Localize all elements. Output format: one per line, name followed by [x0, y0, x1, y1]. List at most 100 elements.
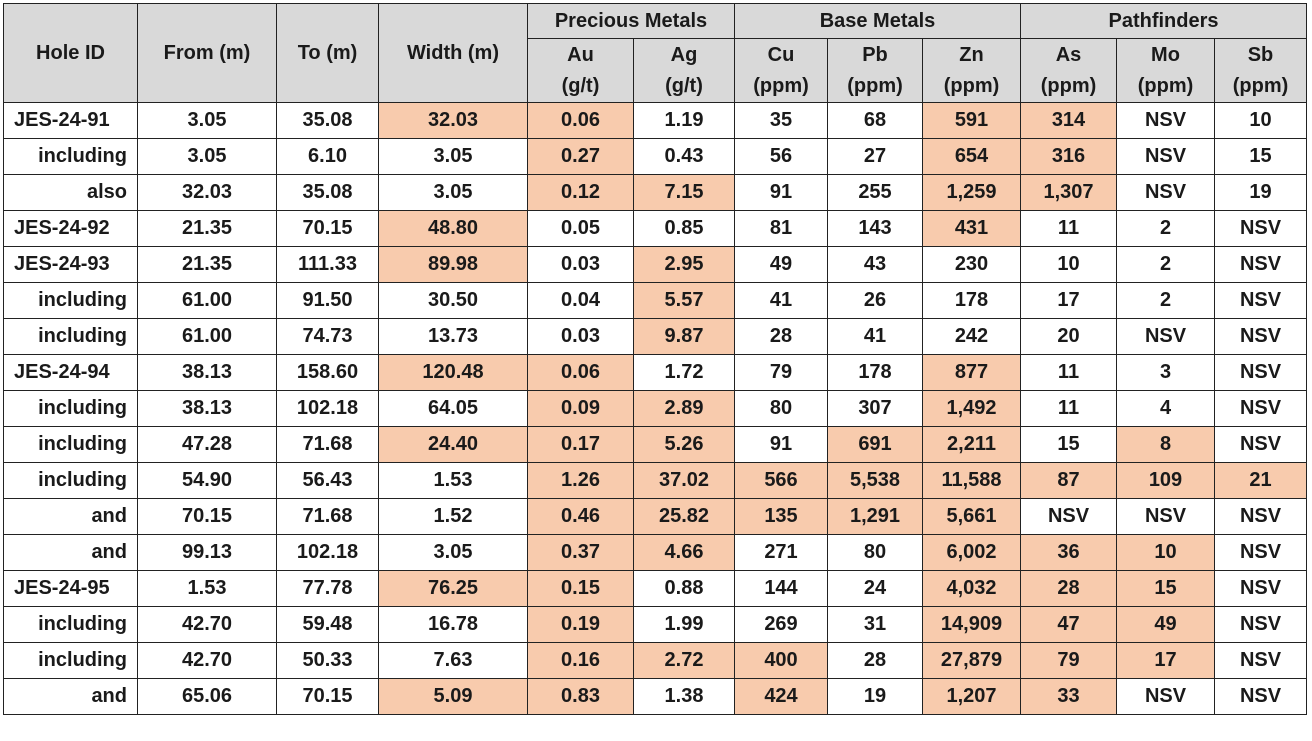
cell-as: 20 [1020, 318, 1117, 355]
cell-to: 35.08 [276, 174, 379, 211]
cell-au: 0.12 [527, 174, 634, 211]
cell-width: 3.05 [378, 174, 528, 211]
cell-cu: 271 [734, 534, 828, 571]
cell-from: 47.28 [137, 426, 277, 463]
cell-zn: 654 [922, 138, 1021, 175]
cell-as: 314 [1020, 102, 1117, 139]
cell-pb: 28 [827, 642, 923, 679]
cell-sb: NSV [1214, 282, 1307, 319]
cell-zn: 11,588 [922, 462, 1021, 499]
cell-sb: NSV [1214, 246, 1307, 283]
cell-as: 15 [1020, 426, 1117, 463]
cell-sb: NSV [1214, 426, 1307, 463]
cell-as: 36 [1020, 534, 1117, 571]
cell-mo: 109 [1116, 462, 1215, 499]
cell-hole-id: including [3, 426, 138, 463]
cell-mo: NSV [1116, 318, 1215, 355]
header-zn: Zn (ppm) [922, 38, 1021, 103]
cell-cu: 91 [734, 174, 828, 211]
cell-ag: 37.02 [633, 462, 735, 499]
table-row: JES-24-92 21.35 70.15 48.80 0.05 0.85 81 143 431… [3, 210, 1307, 247]
cell-to: 102.18 [276, 534, 379, 571]
table-row: including 61.00 74.73 13.73 0.03 9.87 28 41 242 2… [3, 318, 1307, 355]
cell-pb: 68 [827, 102, 923, 139]
cell-mo: 8 [1116, 426, 1215, 463]
cell-pb: 27 [827, 138, 923, 175]
cell-hole-id: including [3, 642, 138, 679]
cell-from: 42.70 [137, 642, 277, 679]
cell-cu: 566 [734, 462, 828, 499]
cell-from: 21.35 [137, 210, 277, 247]
cell-from: 3.05 [137, 138, 277, 175]
element-unit: (ppm) [1137, 74, 1194, 97]
cell-to: 74.73 [276, 318, 379, 355]
cell-to: 77.78 [276, 570, 379, 607]
cell-au: 1.26 [527, 462, 634, 499]
cell-pb: 41 [827, 318, 923, 355]
cell-au: 0.15 [527, 570, 634, 607]
cell-zn: 4,032 [922, 570, 1021, 607]
cell-sb: 15 [1214, 138, 1307, 175]
cell-from: 38.13 [137, 390, 277, 427]
header-to: To (m) [276, 3, 379, 103]
cell-hole-id: and [3, 534, 138, 571]
cell-width: 13.73 [378, 318, 528, 355]
cell-pb: 143 [827, 210, 923, 247]
cell-au: 0.83 [527, 678, 634, 715]
cell-mo: NSV [1116, 678, 1215, 715]
cell-width: 3.05 [378, 534, 528, 571]
cell-mo: NSV [1116, 174, 1215, 211]
cell-width: 5.09 [378, 678, 528, 715]
header-sb: Sb (ppm) [1214, 38, 1307, 103]
header-cu: Cu (ppm) [734, 38, 828, 103]
cell-pb: 1,291 [827, 498, 923, 535]
cell-zn: 1,207 [922, 678, 1021, 715]
cell-width: 1.52 [378, 498, 528, 535]
element-symbol: Sb [1247, 43, 1274, 66]
cell-to: 70.15 [276, 210, 379, 247]
cell-from: 61.00 [137, 318, 277, 355]
cell-au: 0.37 [527, 534, 634, 571]
cell-mo: 2 [1116, 282, 1215, 319]
cell-pb: 307 [827, 390, 923, 427]
cell-from: 21.35 [137, 246, 277, 283]
cell-cu: 28 [734, 318, 828, 355]
cell-cu: 49 [734, 246, 828, 283]
cell-au: 0.19 [527, 606, 634, 643]
table-row: and 70.15 71.68 1.52 0.46 25.82 135 1,291 5,661 N… [3, 498, 1307, 535]
cell-zn: 14,909 [922, 606, 1021, 643]
cell-zn: 2,211 [922, 426, 1021, 463]
cell-sb: 10 [1214, 102, 1307, 139]
cell-ag: 0.43 [633, 138, 735, 175]
cell-hole-id: JES-24-92 [3, 210, 138, 247]
cell-ag: 5.57 [633, 282, 735, 319]
cell-pb: 31 [827, 606, 923, 643]
element-symbol: As [1055, 43, 1082, 66]
cell-zn: 178 [922, 282, 1021, 319]
cell-from: 54.90 [137, 462, 277, 499]
cell-from: 3.05 [137, 102, 277, 139]
cell-sb: NSV [1214, 570, 1307, 607]
cell-hole-id: also [3, 174, 138, 211]
cell-as: 11 [1020, 210, 1117, 247]
cell-hole-id: JES-24-91 [3, 102, 138, 139]
cell-width: 48.80 [378, 210, 528, 247]
cell-mo: 49 [1116, 606, 1215, 643]
cell-au: 0.04 [527, 282, 634, 319]
cell-zn: 6,002 [922, 534, 1021, 571]
cell-ag: 0.85 [633, 210, 735, 247]
element-symbol: Pb [862, 43, 888, 66]
header-group-base-metals: Base Metals [734, 3, 1021, 39]
cell-sb: NSV [1214, 318, 1307, 355]
cell-to: 6.10 [276, 138, 379, 175]
cell-pb: 691 [827, 426, 923, 463]
table-body: JES-24-91 3.05 35.08 32.03 0.06 1.19 35 68 591 31… [3, 102, 1307, 715]
cell-from: 32.03 [137, 174, 277, 211]
cell-from: 99.13 [137, 534, 277, 571]
cell-au: 0.16 [527, 642, 634, 679]
cell-to: 91.50 [276, 282, 379, 319]
cell-from: 61.00 [137, 282, 277, 319]
cell-hole-id: JES-24-94 [3, 354, 138, 391]
cell-ag: 1.38 [633, 678, 735, 715]
cell-as: 79 [1020, 642, 1117, 679]
